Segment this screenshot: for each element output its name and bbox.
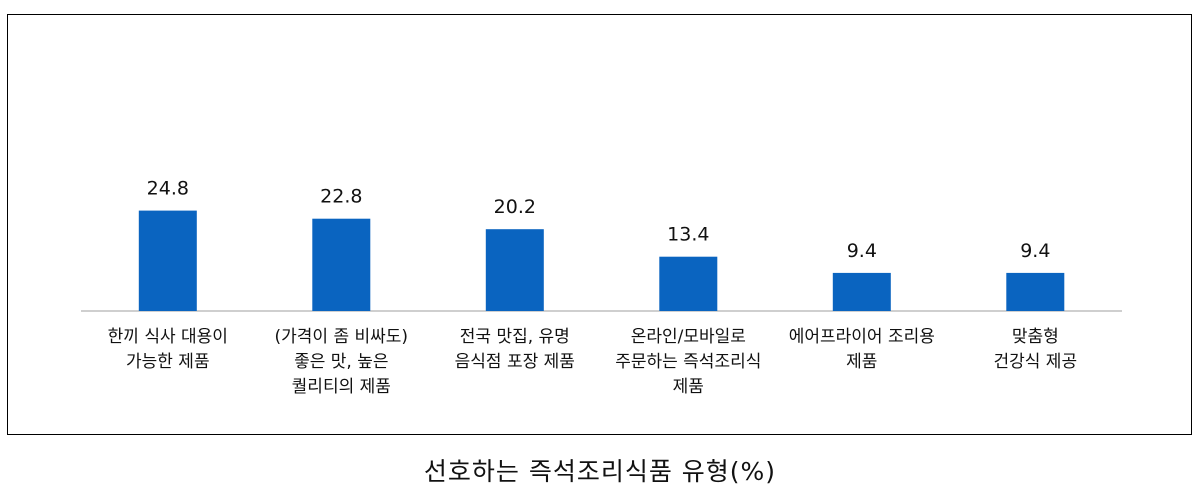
- data-label-6: 9.4: [1020, 240, 1050, 262]
- bar-6: [1006, 272, 1065, 311]
- category-label-3-line-1: 전국 맛집, 유명: [460, 327, 570, 347]
- category-label-1-line-1: 한끼 식사 대용이: [108, 327, 228, 347]
- category-label-4-line-2: 주문하는 즉석조리식: [615, 352, 761, 372]
- data-label-4: 13.4: [667, 224, 709, 246]
- bar-5: [832, 272, 891, 311]
- category-label-6-line-2: 건강식 제공: [993, 352, 1077, 372]
- data-label-5: 9.4: [847, 240, 877, 262]
- category-label-2-line-3: 퀄리티의 제품: [292, 377, 391, 397]
- category-label-4-line-3: 제품: [673, 377, 704, 397]
- bar-2: [312, 218, 371, 311]
- category-label-5-line-1: 에어프라이어 조리용: [789, 327, 935, 347]
- bar-3: [485, 229, 544, 311]
- category-label-2-line-2: 좋은 맛, 높은: [294, 352, 388, 372]
- bar-1: [138, 210, 197, 311]
- category-label-3-line-2: 음식점 포장 제품: [455, 352, 575, 372]
- category-label-5-line-2: 제품: [846, 352, 877, 372]
- data-label-2: 22.8: [320, 186, 362, 208]
- category-label-1-line-2: 가능한 제품: [126, 352, 210, 372]
- data-label-1: 24.8: [147, 178, 189, 200]
- bar-4: [659, 256, 718, 311]
- category-label-4-line-1: 온라인/모바일로: [631, 327, 746, 347]
- category-label-2-line-1: (가격이 좀 비싸도): [275, 327, 409, 347]
- category-label-6-line-1: 맞춤형: [1012, 327, 1059, 347]
- data-label-3: 20.2: [494, 196, 536, 218]
- chart-caption: 선호하는 즉석조리식품 유형(%): [423, 457, 777, 486]
